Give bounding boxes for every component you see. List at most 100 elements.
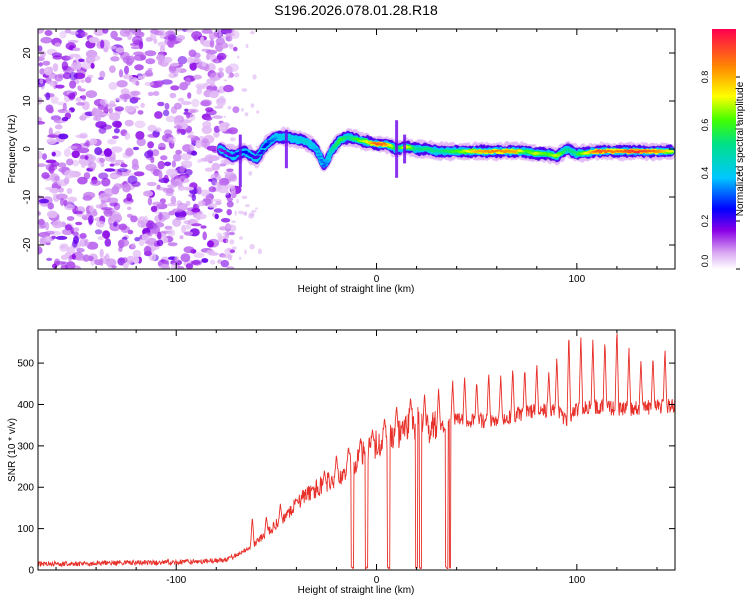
ridge-streak xyxy=(403,134,407,164)
noise-cell xyxy=(107,197,119,204)
snr-frame xyxy=(37,329,676,571)
ridge-cell xyxy=(258,151,264,154)
noise-cell xyxy=(218,123,228,132)
noise-cell xyxy=(109,100,116,108)
noise-cell xyxy=(249,243,255,250)
noise-cell xyxy=(121,257,128,264)
noise-cell xyxy=(125,147,134,157)
noise-cell xyxy=(211,162,221,171)
noise-speckle xyxy=(38,29,262,269)
snr-series-line xyxy=(38,333,675,570)
noise-cell xyxy=(201,61,207,67)
noise-cell xyxy=(223,79,228,82)
noise-cell xyxy=(145,164,157,172)
noise-cell xyxy=(44,230,55,235)
noise-cell xyxy=(181,224,187,234)
noise-cell xyxy=(54,124,63,130)
noise-cell xyxy=(197,200,206,207)
noise-cell xyxy=(46,257,53,261)
noise-cell xyxy=(90,260,95,266)
ridge-cell xyxy=(326,156,331,159)
colorbar-tick-label: 0.6 xyxy=(700,119,710,132)
noise-cell xyxy=(167,203,178,207)
noise-cell xyxy=(231,246,237,250)
noise-cell xyxy=(221,43,227,49)
noise-cell xyxy=(239,236,243,240)
noise-cell xyxy=(147,149,154,157)
noise-cell xyxy=(91,108,103,117)
noise-cell xyxy=(85,139,90,148)
noise-cell xyxy=(48,127,53,136)
snr-y-axis-label: SNR (10 * v/v) xyxy=(7,418,18,482)
noise-cell xyxy=(178,211,188,217)
noise-cell xyxy=(159,264,170,269)
noise-cell xyxy=(109,65,116,73)
noise-cell xyxy=(162,109,170,117)
y-tick-label: 0 xyxy=(22,146,33,152)
noise-cell xyxy=(226,200,234,208)
noise-cell xyxy=(256,110,260,114)
noise-cell xyxy=(225,190,230,196)
noise-cell xyxy=(156,239,164,247)
noise-cell xyxy=(64,29,72,34)
noise-cell xyxy=(195,139,202,149)
noise-cell xyxy=(104,168,116,172)
noise-cell xyxy=(157,142,166,151)
noise-cell xyxy=(202,231,207,241)
noise-cell xyxy=(143,190,154,197)
noise-cell xyxy=(165,187,175,194)
noise-cell xyxy=(66,158,74,166)
noise-cell xyxy=(133,256,140,264)
noise-cell xyxy=(144,240,150,244)
noise-cell xyxy=(175,216,186,221)
noise-cell xyxy=(147,124,157,132)
noise-cell xyxy=(165,115,176,123)
noise-cell xyxy=(144,50,157,57)
noise-cell xyxy=(58,133,69,140)
noise-cell xyxy=(99,248,104,258)
noise-cell xyxy=(38,163,47,168)
noise-cell xyxy=(133,171,145,177)
noise-cell xyxy=(45,92,51,101)
ridge-cell xyxy=(333,145,338,148)
snr-panel: -100 0 100 0 100 200 300 400 500 Height of stra… xyxy=(7,329,676,596)
colorbar-tick-label: 0.0 xyxy=(700,255,710,268)
noise-cell xyxy=(234,72,240,78)
ridge-cell xyxy=(311,145,317,148)
noise-cell xyxy=(220,259,230,268)
colorbar-label: Normalized spectral amplitude xyxy=(735,81,746,216)
noise-cell xyxy=(190,57,202,64)
noise-cell xyxy=(118,69,124,78)
noise-cell xyxy=(122,183,131,193)
noise-cell xyxy=(98,172,109,180)
noise-cell xyxy=(158,170,163,180)
snr-x-axis-label: Height of straight line (km) xyxy=(298,585,415,596)
noise-cell xyxy=(88,215,94,225)
noise-cell xyxy=(119,93,132,100)
noise-cell xyxy=(52,63,59,72)
noise-cell xyxy=(215,200,222,205)
y-tick-label: 0 xyxy=(28,566,34,577)
noise-cell xyxy=(77,85,82,91)
colorbar-gradient xyxy=(712,29,736,269)
noise-cell xyxy=(165,30,176,38)
noise-cell xyxy=(193,34,199,42)
noise-cell xyxy=(129,55,135,63)
noise-cell xyxy=(95,220,105,228)
noise-cell xyxy=(109,156,116,164)
noise-cell xyxy=(226,209,232,216)
noise-cell xyxy=(204,167,215,172)
noise-cell xyxy=(111,265,117,269)
noise-cell xyxy=(78,58,85,63)
noise-cell xyxy=(206,249,215,255)
noise-cell xyxy=(135,131,145,140)
ridge-cell xyxy=(303,140,309,143)
noise-cell xyxy=(203,82,209,87)
noise-cell xyxy=(158,211,163,221)
noise-cell xyxy=(196,88,203,95)
noise-cell xyxy=(95,121,107,129)
noise-cell xyxy=(124,119,134,127)
noise-cell xyxy=(200,225,207,229)
noise-cell xyxy=(250,103,255,108)
